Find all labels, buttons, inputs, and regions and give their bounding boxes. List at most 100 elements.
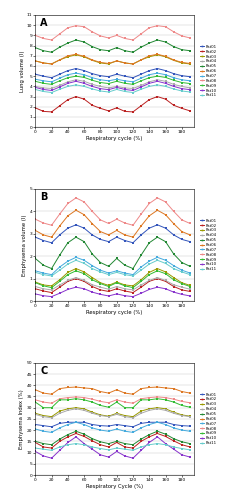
Pat08 xyxy=(164,24,167,30)
Pat11 xyxy=(123,88,126,94)
Pat02 xyxy=(66,96,69,102)
Pat06 xyxy=(180,228,183,234)
Pat05 xyxy=(148,240,151,246)
Pat01 xyxy=(83,225,86,231)
Pat09 xyxy=(123,404,126,410)
Pat03 xyxy=(115,410,118,416)
Pat09 xyxy=(188,284,192,290)
Pat11 xyxy=(140,444,143,450)
Pat02 xyxy=(107,444,110,450)
Pat04 xyxy=(148,278,151,283)
Pat11 xyxy=(156,258,159,264)
Pat07 xyxy=(123,78,126,84)
Pat08 xyxy=(132,222,135,228)
Pat01 xyxy=(66,225,69,231)
Pat08 xyxy=(148,200,151,206)
Pat07 xyxy=(172,425,175,431)
Pat03 xyxy=(83,406,86,412)
Pat10 xyxy=(107,86,110,92)
Pat10 xyxy=(107,293,110,299)
Pat11 xyxy=(58,444,61,450)
Pat02 xyxy=(34,105,37,111)
Pat11 xyxy=(99,88,102,94)
Line: Pat06: Pat06 xyxy=(34,209,191,238)
Pat10 xyxy=(148,80,151,86)
Pat10 xyxy=(123,86,126,92)
Pat03 xyxy=(148,270,151,276)
Pat10 xyxy=(172,446,175,452)
Pat08 xyxy=(180,398,183,404)
Pat11 xyxy=(172,444,175,450)
Pat02 xyxy=(91,102,94,108)
Pat04 xyxy=(188,414,192,420)
Pat09 xyxy=(172,78,175,84)
Pat03 xyxy=(188,282,192,288)
Pat07 xyxy=(83,258,86,264)
Pat07 xyxy=(180,267,183,273)
Pat05 xyxy=(188,48,192,54)
Pat02 xyxy=(83,434,86,440)
Pat07 xyxy=(91,262,94,268)
Pat01 xyxy=(99,422,102,428)
Pat10 xyxy=(115,291,118,297)
Pat01 xyxy=(172,232,175,238)
Pat07 xyxy=(156,254,159,260)
Pat04 xyxy=(123,286,126,292)
Pat11 xyxy=(107,89,110,95)
Pat10 xyxy=(140,290,143,296)
Pat01 xyxy=(34,71,37,77)
Pat09 xyxy=(148,74,151,80)
Line: Pat08: Pat08 xyxy=(34,24,191,41)
Pat10 xyxy=(83,286,86,292)
Pat03 xyxy=(156,266,159,272)
Pat03 xyxy=(91,274,94,280)
Pat11 xyxy=(180,269,183,275)
Pat05 xyxy=(75,234,78,240)
Pat05 xyxy=(180,46,183,52)
Pat01 xyxy=(107,423,110,429)
Pat04 xyxy=(75,77,78,83)
Pat01 xyxy=(148,68,151,73)
Pat05 xyxy=(115,44,118,51)
Pat03 xyxy=(148,54,151,60)
Pat08 xyxy=(123,220,126,226)
Pat11 xyxy=(34,270,37,276)
Line: Pat01: Pat01 xyxy=(34,224,191,244)
Pat01 xyxy=(99,236,102,242)
Pat03 xyxy=(107,282,110,288)
Pat07 xyxy=(34,76,37,82)
Pat11 xyxy=(75,440,78,446)
Pat06 xyxy=(107,232,110,238)
Pat01 xyxy=(58,420,61,426)
Pat08 xyxy=(99,33,102,39)
Pat04 xyxy=(180,284,183,290)
Pat04 xyxy=(107,414,110,420)
Pat02 xyxy=(172,438,175,444)
Pat09 xyxy=(66,397,69,403)
X-axis label: Respiratory cycle (%): Respiratory cycle (%) xyxy=(86,136,143,141)
Pat09 xyxy=(34,280,37,285)
Pat01 xyxy=(123,238,126,244)
Line: Pat08: Pat08 xyxy=(34,197,191,226)
Pat07 xyxy=(140,75,143,81)
Pat07 xyxy=(107,78,110,84)
Pat10 xyxy=(50,294,53,300)
Pat05 xyxy=(156,234,159,240)
Pat02 xyxy=(75,430,78,436)
Pat08 xyxy=(164,199,167,205)
Pat03 xyxy=(164,406,167,412)
Pat09 xyxy=(115,399,118,405)
Pat04 xyxy=(172,82,175,87)
Pat10 xyxy=(188,454,192,460)
Pat02 xyxy=(58,284,61,290)
Pat06 xyxy=(172,220,175,226)
Pat08 xyxy=(132,37,135,43)
Pat02 xyxy=(188,288,192,294)
Pat06 xyxy=(58,57,61,63)
Line: Pat04: Pat04 xyxy=(34,408,191,419)
Line: Pat11: Pat11 xyxy=(34,259,191,277)
Line: Pat06: Pat06 xyxy=(34,53,191,65)
Pat11 xyxy=(164,84,167,89)
Pat07 xyxy=(58,75,61,81)
Pat08 xyxy=(107,35,110,41)
